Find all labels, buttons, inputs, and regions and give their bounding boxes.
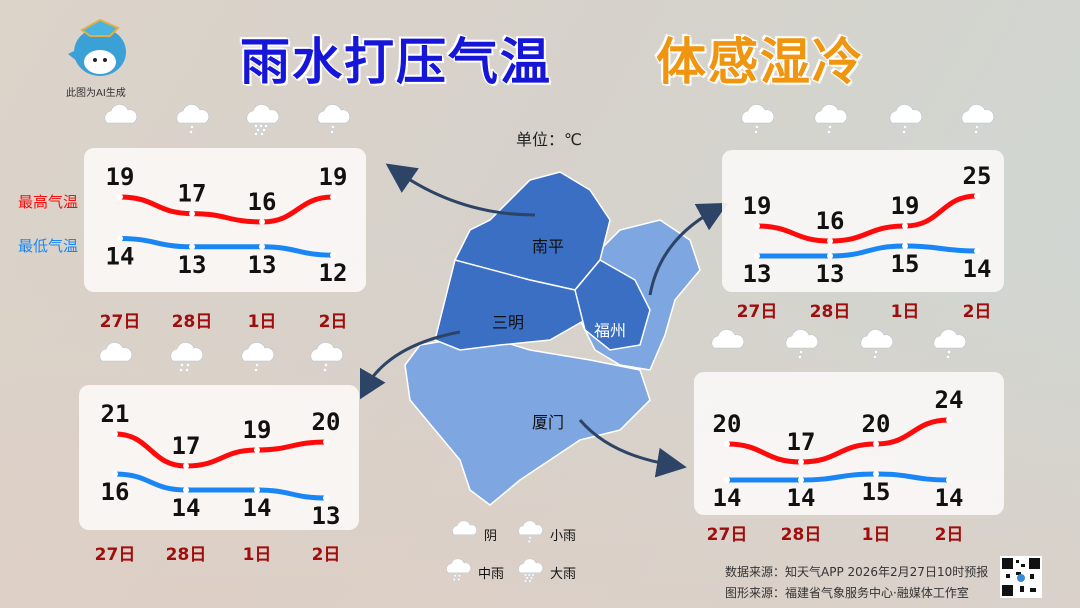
- day-label: 27日: [736, 302, 778, 322]
- map-city-0: 南平: [532, 237, 564, 256]
- light-rain-icon: [172, 100, 212, 144]
- graphic-source: 图形来源：福建省气象服务中心·融媒体工作室: [725, 586, 969, 600]
- day-label: 2日: [934, 525, 964, 545]
- data-source: 数据来源：知天气APP 2026年2月27日10时预报: [725, 565, 989, 579]
- chart-panel-三明: [79, 385, 359, 530]
- day-label: 1日: [242, 545, 272, 565]
- light-rain-icon: [957, 100, 997, 144]
- day-label: 28日: [780, 525, 822, 545]
- map-city-2: 福州: [594, 321, 626, 340]
- moderate-rain-icon: [443, 556, 473, 589]
- day-label: 2日: [318, 312, 348, 332]
- mascot-caption: 此图为AI生成: [66, 88, 126, 99]
- light-rain-icon: [781, 325, 821, 369]
- map-region-sanming: [434, 259, 586, 351]
- overcast-cloud-icon: [449, 518, 479, 551]
- map-region-fuzhou: [574, 259, 651, 351]
- unit-label: 单位：℃: [516, 130, 582, 149]
- moderate-rain-icon: [166, 338, 206, 382]
- day-label: 1日: [247, 312, 277, 332]
- heavy-rain-icon: [242, 100, 282, 144]
- weather-legend-item: 小雨: [510, 512, 576, 556]
- light-rain-icon: [515, 518, 545, 551]
- heavy-rain-icon: [515, 556, 545, 589]
- overcast-cloud-icon: [95, 338, 135, 382]
- map-region-xiamen-south: [404, 334, 651, 506]
- day-label: 1日: [861, 525, 891, 545]
- mascot-logo: [68, 18, 126, 76]
- chart-panel-福州: [722, 150, 1004, 292]
- overcast-cloud-icon: [100, 100, 140, 144]
- day-label: 1日: [890, 302, 920, 322]
- light-rain-icon: [737, 100, 777, 144]
- day-label: 28日: [165, 545, 207, 565]
- light-rain-icon: [929, 325, 969, 369]
- weather-legend-label: 大雨: [550, 566, 577, 582]
- weather-legend-label: 小雨: [550, 528, 577, 544]
- chart-panel-南平: [84, 148, 366, 292]
- arrow-sanming: [360, 330, 461, 401]
- day-label: 2日: [311, 545, 341, 565]
- day-label: 28日: [171, 312, 213, 332]
- light-rain-icon: [856, 325, 896, 369]
- weather-legend-label: 阴: [484, 528, 498, 544]
- light-rain-icon: [313, 100, 353, 144]
- chart-panel-厦门: [694, 372, 1004, 515]
- day-label: 2日: [962, 302, 992, 322]
- weather-legend-item: 中雨: [438, 550, 504, 594]
- qr-code[interactable]: [1000, 556, 1042, 598]
- arrow-xiamen: [578, 419, 687, 478]
- weather-legend-item: 阴: [444, 512, 497, 556]
- overcast-cloud-icon: [707, 325, 747, 369]
- sub-title: 体感湿冷: [655, 32, 864, 92]
- weather-legend-label: 中雨: [478, 566, 505, 582]
- arrow-fuzhou: [648, 202, 729, 296]
- map-city-1: 三明: [492, 313, 524, 332]
- light-rain-icon: [810, 100, 850, 144]
- legend-low: 最低气温: [18, 237, 79, 255]
- light-rain-icon: [306, 338, 346, 382]
- day-label: 27日: [99, 312, 141, 332]
- weather-legend-item: 大雨: [510, 550, 576, 594]
- day-label: 28日: [809, 302, 851, 322]
- day-label: 27日: [94, 545, 136, 565]
- legend-high: 最高气温: [18, 193, 79, 211]
- main-title: 雨水打压气温: [239, 32, 552, 92]
- arrow-nanping: [385, 163, 536, 217]
- light-rain-icon: [885, 100, 925, 144]
- light-rain-icon: [237, 338, 277, 382]
- day-label: 27日: [706, 525, 748, 545]
- map-city-3: 厦门: [532, 413, 564, 432]
- fujian-map: 南平 三明 福州 厦门: [360, 163, 729, 506]
